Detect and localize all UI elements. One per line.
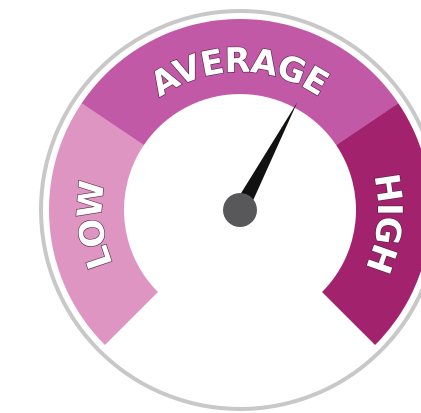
gauge-segment [48, 103, 158, 346]
gauge-segment [81, 18, 399, 146]
needle [232, 102, 298, 214]
needle-hub [223, 193, 257, 227]
gauge-segment [322, 103, 421, 346]
